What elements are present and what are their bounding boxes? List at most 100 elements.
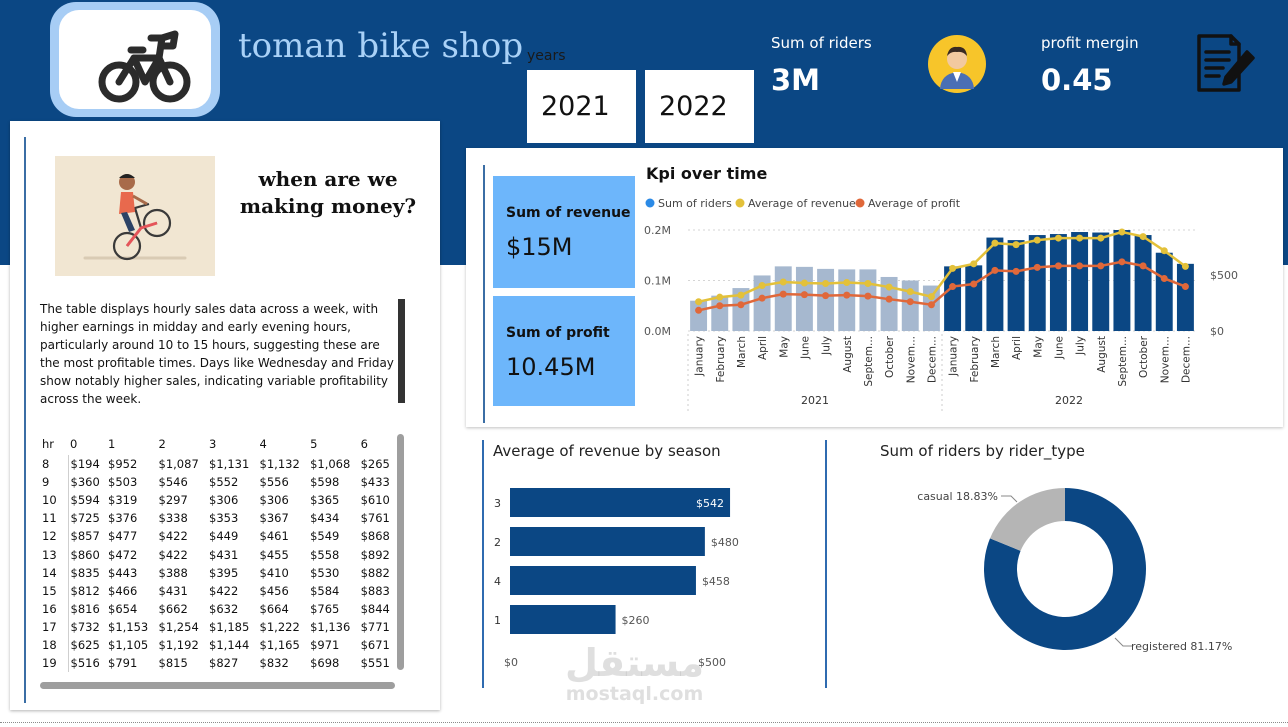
revenue-point[interactable] [1118, 228, 1126, 236]
revenue-point[interactable] [1033, 236, 1041, 244]
season-revenue-chart: 3 $542 2 $480 4 $458 1 $260 $0 $500 [494, 488, 739, 669]
season-bar[interactable] [510, 527, 705, 556]
revenue-point[interactable] [758, 282, 766, 290]
profit-point[interactable] [885, 295, 893, 303]
profit-point[interactable] [800, 291, 808, 299]
revenue-point[interactable] [906, 288, 914, 296]
profit-point[interactable] [1118, 258, 1126, 266]
revenue-point[interactable] [1097, 234, 1105, 242]
profit-point[interactable] [864, 292, 872, 300]
riders-bar[interactable] [1007, 240, 1025, 331]
year-button-2021[interactable]: 2021 [527, 70, 636, 143]
profit-point[interactable] [1012, 267, 1020, 275]
column-header-1[interactable]: 0 [70, 437, 78, 451]
riders-bar[interactable] [1092, 232, 1110, 331]
legend-label[interactable]: Average of revenue [748, 197, 856, 210]
profit-point[interactable] [758, 294, 766, 302]
revenue-point[interactable] [1139, 233, 1147, 241]
riders-bar[interactable] [774, 266, 792, 331]
riders-bar[interactable] [944, 266, 962, 331]
profit-point[interactable] [970, 280, 978, 288]
riders-bar[interactable] [1134, 235, 1152, 331]
season-bar[interactable] [510, 605, 616, 634]
donut-slice[interactable] [984, 488, 1146, 650]
profit-point[interactable] [843, 291, 851, 299]
revenue-point[interactable] [927, 293, 935, 301]
riders-bar[interactable] [690, 300, 708, 331]
profit-point[interactable] [1139, 262, 1147, 270]
riders-bar[interactable] [1028, 235, 1046, 331]
profit-point[interactable] [822, 292, 830, 300]
revenue-point[interactable] [1012, 241, 1020, 249]
riders-bar[interactable] [901, 280, 919, 332]
description-scrollbar[interactable] [398, 299, 405, 403]
riders-bar[interactable] [817, 268, 835, 331]
revenue-point[interactable] [1054, 234, 1062, 242]
revenue-point[interactable] [822, 280, 830, 288]
month-axis: January February March April May June July Augu… [687, 334, 1192, 412]
column-header-6[interactable]: 5 [310, 437, 318, 451]
season-bar[interactable] [510, 488, 731, 517]
column-header-2[interactable]: 1 [108, 437, 116, 451]
revenue-point[interactable] [843, 279, 851, 287]
profit-point[interactable] [1160, 274, 1168, 282]
revenue-point[interactable] [800, 279, 808, 287]
profit-point[interactable] [906, 298, 914, 306]
donut-slice[interactable] [990, 488, 1065, 551]
revenue-point[interactable] [1160, 247, 1168, 255]
table-vertical-scrollbar[interactable] [397, 434, 404, 670]
revenue-point[interactable] [779, 278, 787, 286]
season-bar[interactable] [510, 566, 696, 595]
revenue-point[interactable] [716, 293, 724, 301]
riders-bar[interactable] [1071, 232, 1089, 331]
riders-bar[interactable] [922, 285, 940, 331]
riders-bar[interactable] [880, 276, 898, 331]
year-button-2022[interactable]: 2022 [645, 70, 754, 143]
profit-point[interactable] [716, 302, 724, 310]
profit-point[interactable] [1097, 262, 1105, 270]
profit-point[interactable] [695, 306, 703, 314]
riders-bar[interactable] [795, 266, 813, 331]
profit-point[interactable] [991, 266, 999, 274]
riders-bar[interactable] [1049, 234, 1067, 331]
profit-point[interactable] [1054, 262, 1062, 270]
riders-bar[interactable] [965, 265, 983, 331]
revenue-point[interactable] [949, 264, 957, 272]
column-header-3[interactable]: 2 [158, 437, 166, 451]
column-header-5[interactable]: 4 [259, 437, 267, 451]
riders-bar[interactable] [838, 269, 856, 331]
riders-bar[interactable] [711, 295, 729, 331]
revenue-cell: $388 [158, 565, 188, 580]
revenue-point[interactable] [970, 260, 978, 268]
revenue-point[interactable] [864, 280, 872, 288]
column-header-7[interactable]: 6 [360, 437, 368, 451]
revenue-point[interactable] [885, 283, 893, 291]
riders-bar[interactable] [1155, 252, 1173, 331]
profit-point[interactable] [1033, 263, 1041, 271]
revenue-cell: $654 [108, 601, 138, 616]
revenue-point[interactable] [1076, 234, 1084, 242]
riders-bar[interactable] [732, 288, 750, 331]
riders-bar[interactable] [859, 269, 877, 331]
profit-point[interactable] [1076, 262, 1084, 270]
profit-point[interactable] [927, 301, 935, 309]
revenue-point[interactable] [1181, 262, 1189, 270]
revenue-point[interactable] [737, 291, 745, 299]
column-header-0[interactable]: hr [42, 437, 55, 451]
column-header-4[interactable]: 3 [209, 437, 217, 451]
table-horizontal-scrollbar[interactable] [40, 682, 395, 689]
riders-bar[interactable] [986, 237, 1004, 331]
riders-bars [690, 230, 1194, 331]
legend-label[interactable]: Sum of riders [658, 197, 732, 210]
legend-label[interactable]: Average of profit [868, 197, 961, 210]
riders-bar[interactable] [1113, 230, 1131, 331]
profit-point[interactable] [1181, 283, 1189, 291]
profit-point[interactable] [949, 283, 957, 291]
revenue-cell: $365 [310, 493, 340, 508]
profit-point[interactable] [779, 290, 787, 298]
revenue-point[interactable] [695, 298, 703, 306]
revenue-point[interactable] [991, 239, 999, 247]
riders-bar[interactable] [1176, 263, 1194, 331]
profit-point[interactable] [737, 301, 745, 309]
riders-bar[interactable] [753, 275, 771, 331]
